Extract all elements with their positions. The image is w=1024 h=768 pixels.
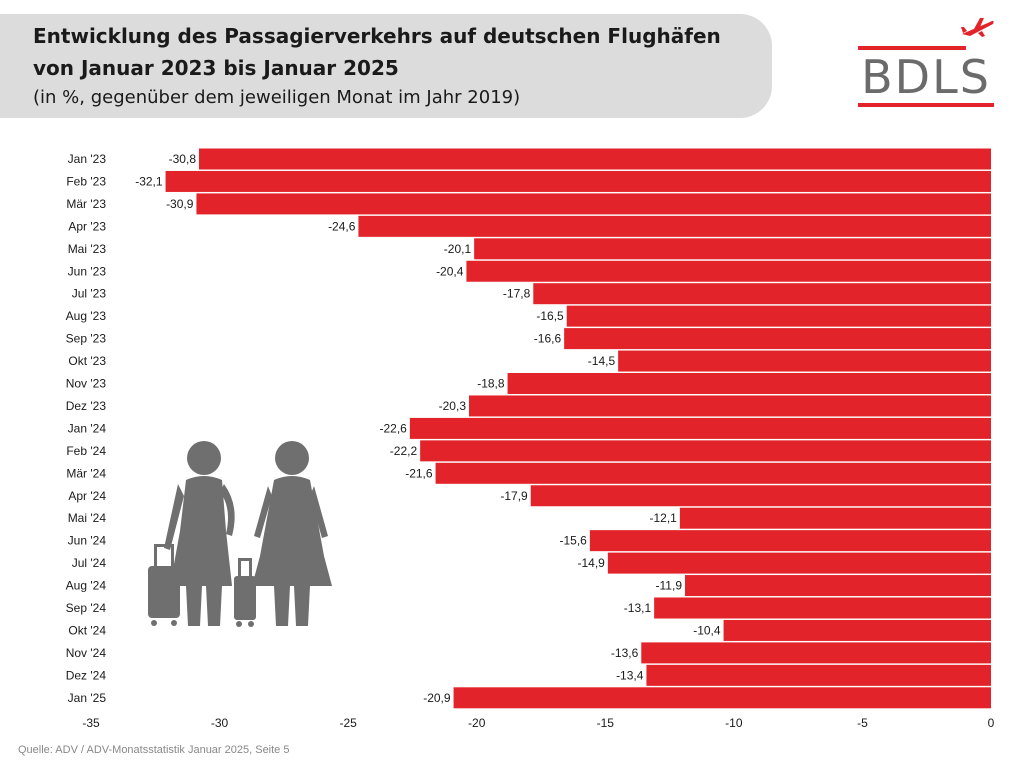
data-label: -30,8: [169, 152, 197, 166]
category-label: Dez '24: [66, 668, 107, 682]
bar: [474, 238, 992, 260]
bar: [566, 305, 991, 327]
category-label: Jun '24: [68, 534, 107, 548]
category-label: Feb '23: [66, 174, 106, 188]
x-tick-label: -30: [211, 716, 229, 730]
category-label: Okt '24: [68, 623, 106, 637]
category-label: Aug '24: [66, 579, 107, 593]
logo-text: BDLS: [861, 50, 991, 104]
bar: [564, 328, 991, 350]
category-label: Jun '23: [68, 264, 107, 278]
data-label: -15,6: [559, 534, 587, 548]
bar: [453, 687, 992, 709]
bar: [618, 350, 991, 372]
bar: [420, 440, 992, 462]
logo-line-top: [858, 46, 966, 50]
category-label: Sep '24: [66, 601, 107, 615]
bar: [679, 507, 991, 529]
category-label: Mai '24: [68, 511, 107, 525]
data-label: -22,6: [379, 421, 407, 435]
bar: [466, 260, 991, 282]
category-label: Mär '24: [66, 466, 106, 480]
bdls-logo: BDLS: [856, 14, 998, 112]
data-label: -10,4: [693, 623, 721, 637]
data-label: -32,1: [135, 174, 163, 188]
x-tick-label: -20: [468, 716, 486, 730]
category-label: Feb '24: [66, 444, 106, 458]
category-label: Sep '23: [66, 332, 107, 346]
data-label: -11,9: [656, 579, 683, 593]
data-label: -22,2: [390, 444, 418, 458]
x-tick-label: -35: [82, 716, 100, 730]
bar: [196, 193, 991, 215]
bar: [607, 552, 991, 574]
bar: [435, 462, 992, 484]
category-label: Mai '23: [68, 242, 107, 256]
bar: [654, 597, 991, 619]
category-label: Jan '24: [68, 421, 107, 435]
chart-title-line-1: Entwicklung des Passagierverkehrs auf de…: [33, 24, 721, 48]
x-tick-label: -5: [857, 716, 868, 730]
bar: [469, 395, 991, 417]
bar: [589, 530, 991, 552]
data-label: -20,3: [439, 399, 467, 413]
data-label: -20,4: [436, 264, 464, 278]
data-label: -13,1: [624, 601, 652, 615]
bar: [165, 170, 992, 192]
category-label: Okt '23: [68, 354, 106, 368]
category-label: Apr '24: [68, 489, 106, 503]
bar: [358, 215, 991, 237]
data-label: -17,9: [500, 489, 528, 503]
x-tick-label: -25: [339, 716, 357, 730]
x-tick-label: 0: [988, 716, 995, 730]
bar: [723, 619, 991, 641]
bar: [409, 417, 991, 439]
data-label: -24,6: [328, 219, 356, 233]
category-label: Jan '25: [68, 691, 107, 705]
travellers-with-suitcases-icon: [148, 441, 332, 627]
category-label: Aug '23: [66, 309, 107, 323]
bar: [533, 283, 991, 305]
bar: [530, 485, 991, 507]
data-label: -12,1: [649, 511, 677, 525]
airplane-icon: [961, 18, 994, 37]
category-label: Jan '23: [68, 152, 107, 166]
bar: [685, 575, 991, 597]
x-tick-label: -15: [597, 716, 615, 730]
bar: [199, 148, 991, 170]
header-panel: [0, 14, 772, 118]
category-label: Jul '24: [72, 556, 107, 570]
data-label: -16,5: [536, 309, 564, 323]
x-tick-label: -10: [725, 716, 743, 730]
category-label: Nov '24: [66, 646, 107, 660]
data-label: -13,6: [611, 646, 639, 660]
category-label: Mär '23: [66, 197, 106, 211]
bar: [507, 373, 991, 394]
logo-line-bottom: [858, 103, 994, 107]
category-label: Apr '23: [68, 219, 106, 233]
data-label: -13,4: [616, 668, 644, 682]
category-label: Nov '23: [66, 377, 107, 391]
chart-subtitle: (in %, gegenüber dem jeweiligen Monat im…: [33, 87, 521, 108]
data-label: -18,8: [477, 377, 505, 391]
data-label: -30,9: [166, 197, 194, 211]
data-label: -14,5: [588, 354, 616, 368]
data-label: -17,8: [503, 287, 531, 301]
category-label: Jul '23: [72, 287, 107, 301]
category-label: Dez '23: [66, 399, 107, 413]
data-label: -20,1: [444, 242, 472, 256]
data-label: -14,9: [577, 556, 605, 570]
data-label: -16,6: [534, 332, 562, 346]
bar: [641, 642, 991, 664]
source-note: Quelle: ADV / ADV-Monatsstatistik Januar…: [18, 744, 290, 756]
data-label: -21,6: [405, 466, 433, 480]
chart-title-line-2: von Januar 2023 bis Januar 2025: [33, 56, 399, 80]
data-label: -20,9: [423, 691, 451, 705]
bar: [646, 664, 991, 686]
